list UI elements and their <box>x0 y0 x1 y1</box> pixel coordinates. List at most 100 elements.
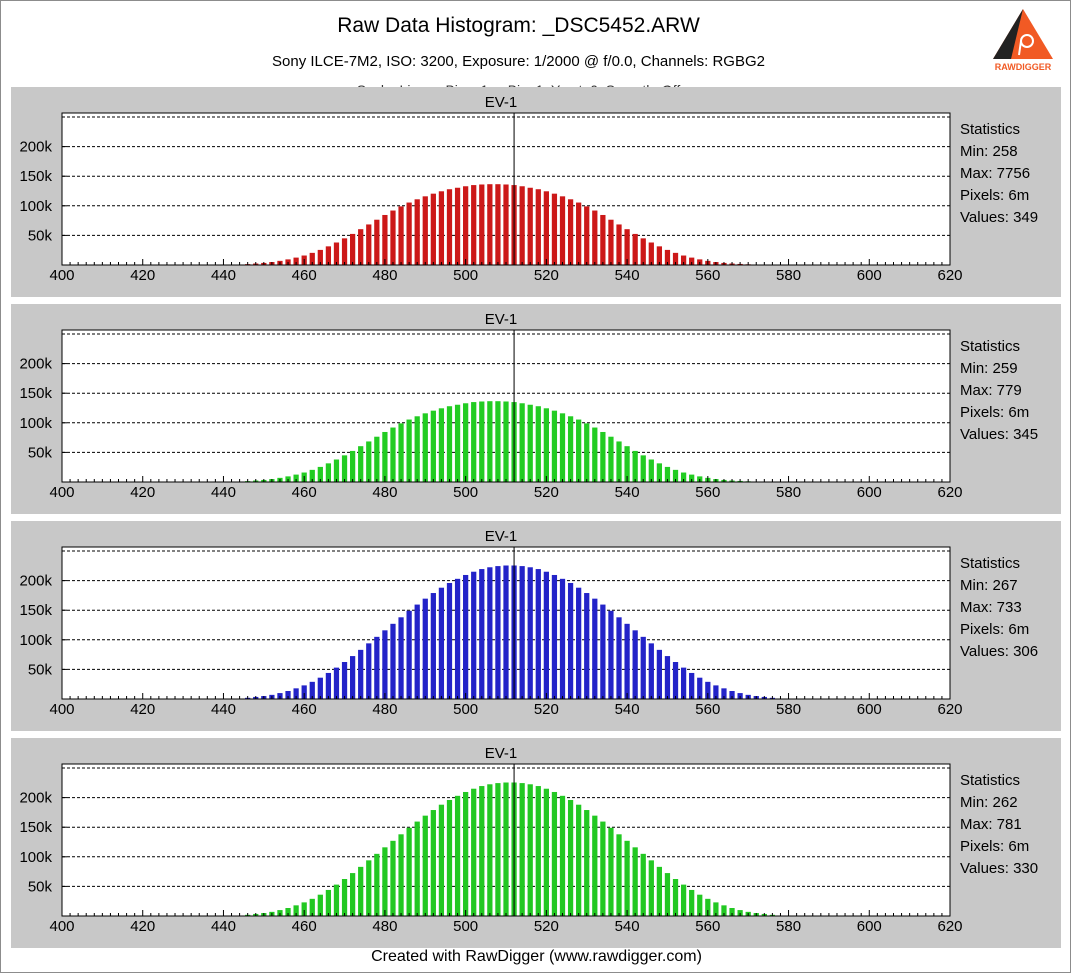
histogram-bar <box>293 474 299 482</box>
histogram-bar <box>430 193 436 265</box>
histogram-bar <box>689 889 695 916</box>
histogram-chart-g2: 400 420 440 460 480 500 520 540 560 580 600 620 50k 1… <box>19 745 962 935</box>
statistics-box-b: Statistics Min: 267 Max: 733 Pixels: 6m … <box>960 553 1038 663</box>
histogram-bar <box>648 459 654 482</box>
histogram-bar <box>374 436 380 482</box>
statistics-heading: Statistics <box>960 338 1021 355</box>
x-tick-label: 500 <box>453 918 478 935</box>
histogram-bar <box>430 410 436 482</box>
histogram-bar <box>680 884 687 916</box>
histogram-bar <box>471 788 477 916</box>
histogram-bar <box>632 847 638 916</box>
histogram-bar <box>406 827 412 916</box>
histogram-bar <box>309 898 315 916</box>
histogram-bar <box>527 187 533 265</box>
stat-pixels: Pixels: 6m <box>960 838 1030 855</box>
x-tick-label: 500 <box>453 701 478 718</box>
stat-max: Max: 781 <box>960 816 1022 833</box>
histogram-bar <box>672 469 679 482</box>
histogram-bar <box>608 219 614 265</box>
histogram-bar <box>309 681 315 699</box>
histogram-bar <box>680 667 687 699</box>
histogram-bar <box>446 799 453 916</box>
histogram-bar <box>479 401 485 482</box>
histogram-bar <box>680 255 687 265</box>
footer-credit: Created with RawDigger (www.rawdigger.co… <box>371 948 702 965</box>
histogram-bar <box>689 672 695 699</box>
x-tick-label: 420 <box>130 918 155 935</box>
x-tick-label: 520 <box>534 484 559 501</box>
histogram-chart-b: 400 420 440 460 480 500 520 540 560 580 600 620 50k 1… <box>19 528 962 718</box>
stat-values: Values: 306 <box>960 643 1039 660</box>
camera-info-subtitle: Sony ILCE-7M2, ISO: 3200, Exposure: 1/20… <box>272 53 765 70</box>
histogram-bar <box>430 810 436 916</box>
histogram-bar <box>640 636 646 699</box>
histogram-bar <box>398 423 404 482</box>
histogram-bar <box>632 233 638 265</box>
histogram-bar <box>559 196 566 265</box>
histogram-bar <box>551 791 558 916</box>
histogram-bar <box>527 784 533 916</box>
histogram-bar <box>713 902 719 916</box>
histogram-bar <box>390 427 396 482</box>
histogram-bar <box>301 685 307 699</box>
page-title: Raw Data Histogram: _DSC5452.ARW <box>337 14 700 37</box>
histogram-bar <box>293 257 299 265</box>
histogram-bar <box>672 662 679 699</box>
histogram-bar <box>600 604 606 699</box>
chart-title: EV-1 <box>485 94 518 111</box>
histogram-bar <box>341 662 348 699</box>
stat-min: Min: 267 <box>960 577 1018 594</box>
histogram-bar <box>616 224 622 265</box>
histogram-bar <box>374 853 380 916</box>
histogram-bar <box>495 566 501 699</box>
x-tick-label: 560 <box>695 484 720 501</box>
histogram-bar <box>446 189 453 265</box>
histogram-bar <box>519 186 525 265</box>
histogram-bar <box>422 413 428 482</box>
histogram-bar <box>503 565 509 699</box>
histogram-bar <box>543 788 549 916</box>
histogram-bar <box>664 873 671 916</box>
histogram-bar <box>495 184 501 265</box>
histogram-bar <box>624 623 630 699</box>
histogram-bar <box>463 791 469 916</box>
histogram-bar <box>559 795 566 916</box>
histogram-bar <box>414 416 420 482</box>
y-tick-label: 150k <box>19 385 52 402</box>
histogram-bar <box>503 401 509 482</box>
histogram-bar <box>567 416 574 482</box>
histogram-bar <box>543 571 549 699</box>
histogram-bar <box>454 187 461 265</box>
x-tick-label: 420 <box>130 484 155 501</box>
histogram-bar <box>680 472 687 482</box>
x-tick-label: 580 <box>776 484 801 501</box>
y-tick-label: 100k <box>19 198 52 215</box>
histogram-bar <box>705 898 711 916</box>
histogram-bar <box>648 643 654 699</box>
histogram-bar <box>398 617 404 699</box>
histogram-bar <box>422 815 428 916</box>
x-tick-label: 460 <box>292 918 317 935</box>
stat-max: Max: 7756 <box>960 165 1031 182</box>
histogram-bar <box>721 688 727 699</box>
x-tick-label: 400 <box>49 918 74 935</box>
histogram-bar <box>495 401 501 482</box>
histogram-bar <box>349 233 356 265</box>
histogram-bar <box>366 860 372 916</box>
histogram-bar <box>656 866 663 916</box>
histogram-bar <box>446 406 453 482</box>
logo-text: RAWDIGGER <box>995 62 1052 72</box>
histogram-bar <box>567 199 574 265</box>
stat-min: Min: 258 <box>960 143 1018 160</box>
histogram-bar <box>398 206 404 265</box>
y-tick-label: 150k <box>19 168 52 185</box>
stat-pixels: Pixels: 6m <box>960 187 1030 204</box>
histogram-bar <box>576 202 582 265</box>
x-tick-label: 620 <box>937 701 962 718</box>
statistics-box-r: Statistics Min: 258 Max: 7756 Pixels: 6m… <box>960 119 1038 229</box>
histogram-bar <box>592 815 598 916</box>
histogram-bar <box>325 246 332 265</box>
x-tick-label: 540 <box>615 267 640 284</box>
histogram-bar <box>535 189 541 265</box>
